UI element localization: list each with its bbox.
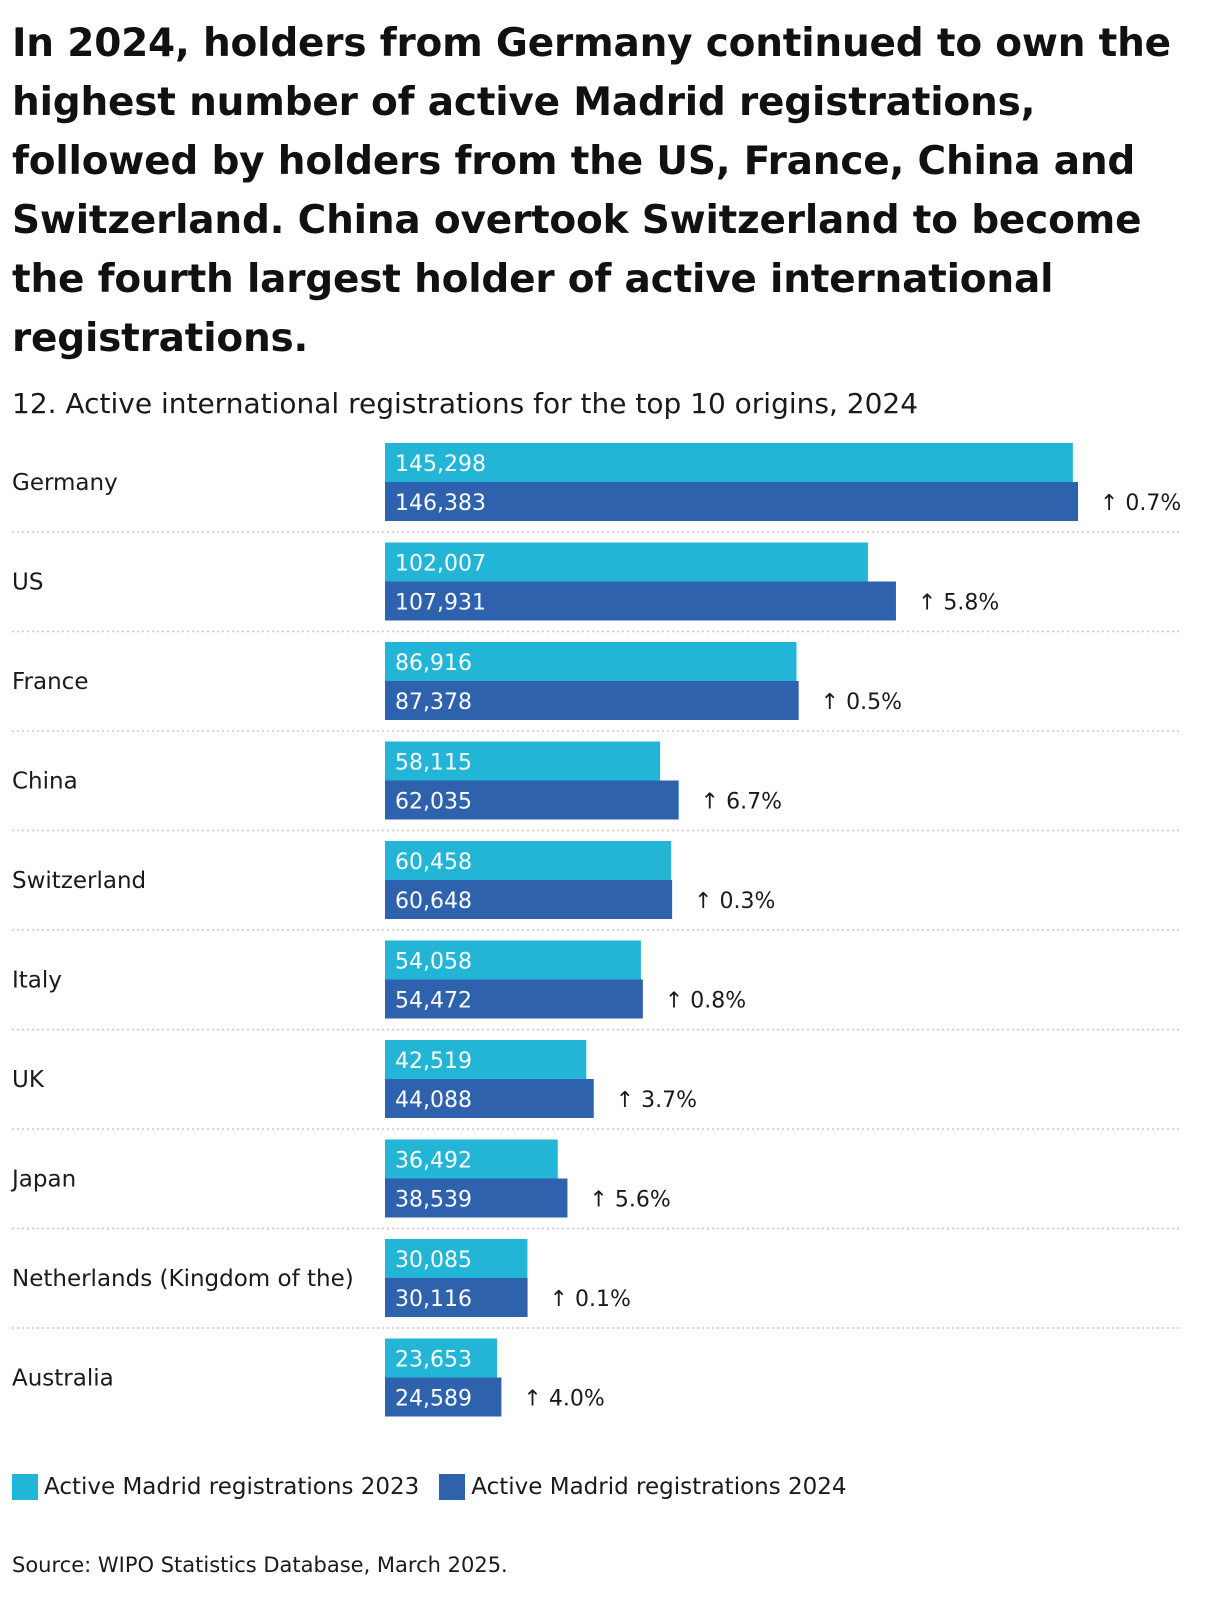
change-label-switzerland: ↑ 0.3% [694, 889, 775, 914]
bar-value-germany-2024: 146,383 [395, 491, 486, 516]
bar-japan-2023 [385, 1139, 558, 1179]
category-label-uk: UK [12, 1067, 45, 1093]
change-label-australia: ↑ 4.0% [523, 1387, 604, 1412]
bar-value-japan-2023: 36,492 [395, 1149, 472, 1174]
bar-value-us-2023: 102,007 [395, 552, 486, 577]
bar-netherlands-kingdom-of-the-2023 [385, 1239, 528, 1278]
bar-china-2024 [385, 780, 679, 820]
legend-swatch-2023 [12, 1474, 38, 1500]
bar-uk-2024 [385, 1079, 594, 1118]
bar-italy-2024 [385, 979, 643, 1019]
bar-value-australia-2023: 23,653 [395, 1348, 472, 1373]
category-label-china: China [12, 769, 78, 795]
category-label-france: France [12, 669, 88, 695]
bar-switzerland-2023 [385, 841, 672, 880]
bar-uk-2023 [385, 1040, 587, 1079]
bar-value-china-2024: 62,035 [395, 790, 472, 815]
bar-us-2023 [385, 542, 868, 582]
change-label-netherlands-kingdom-of-the: ↑ 0.1% [550, 1287, 631, 1312]
source-note: Source: WIPO Statistics Database, March … [12, 1553, 508, 1577]
legend-swatch-2024 [439, 1474, 466, 1500]
change-label-uk: ↑ 3.7% [616, 1088, 697, 1113]
bar-value-netherlands-kingdom-of-the-2024: 30,116 [395, 1287, 472, 1312]
bar-france-2023 [385, 642, 797, 681]
bar-value-japan-2024: 38,539 [395, 1188, 472, 1213]
bar-value-france-2023: 86,916 [395, 651, 472, 676]
category-label-netherlands-kingdom-of-the: Netherlands (Kingdom of the) [12, 1266, 354, 1292]
bar-value-italy-2024: 54,472 [395, 989, 472, 1014]
bar-chart: Germany 145,298 146,383 ↑ 0.7% US 102,007 107,… [10, 443, 1181, 1417]
bar-switzerland-2024 [385, 880, 673, 919]
change-label-china: ↑ 6.7% [701, 790, 782, 815]
change-label-france: ↑ 0.5% [821, 690, 902, 715]
category-label-us: US [12, 570, 43, 596]
category-label-italy: Italy [12, 968, 62, 994]
bar-value-us-2024: 107,931 [395, 591, 486, 616]
category-label-switzerland: Switzerland [12, 868, 146, 894]
bar-value-italy-2023: 54,058 [395, 950, 472, 975]
bar-australia-2024 [385, 1377, 502, 1417]
category-label-germany: Germany [12, 470, 118, 496]
legend-label-2023: Active Madrid registrations 2023 [44, 1474, 420, 1500]
change-label-germany: ↑ 0.7% [1100, 491, 1181, 516]
bar-value-uk-2024: 44,088 [395, 1088, 472, 1113]
bar-value-china-2023: 58,115 [395, 751, 472, 776]
legend-label-2024: Active Madrid registrations 2024 [471, 1474, 847, 1500]
change-label-italy: ↑ 0.8% [665, 989, 746, 1014]
bar-china-2023 [385, 741, 661, 781]
bar-value-germany-2023: 145,298 [395, 452, 486, 477]
headline: In 2024, holders from Germany continued … [12, 21, 1171, 361]
bar-netherlands-kingdom-of-the-2024 [385, 1278, 528, 1317]
bar-france-2024 [385, 681, 799, 720]
bar-germany-2023 [385, 443, 1073, 482]
bar-us-2024 [385, 581, 896, 621]
bar-australia-2023 [385, 1338, 497, 1378]
chart-title: 12. Active international registrations f… [12, 387, 919, 420]
change-label-us: ↑ 5.8% [918, 591, 999, 616]
bar-germany-2024 [385, 482, 1078, 521]
bar-value-uk-2023: 42,519 [395, 1049, 472, 1074]
bar-italy-2023 [385, 940, 641, 980]
bar-value-france-2024: 87,378 [395, 690, 472, 715]
change-label-japan: ↑ 5.6% [589, 1188, 670, 1213]
category-label-japan: Japan [10, 1167, 76, 1193]
legend: Active Madrid registrations 2023 Active … [12, 1474, 867, 1500]
bar-value-netherlands-kingdom-of-the-2023: 30,085 [395, 1248, 472, 1273]
bar-japan-2024 [385, 1178, 568, 1218]
category-label-australia: Australia [12, 1366, 114, 1392]
legend-item-2024: Active Madrid registrations 2024 [439, 1474, 847, 1500]
bar-value-switzerland-2023: 60,458 [395, 850, 472, 875]
bar-value-switzerland-2024: 60,648 [395, 889, 472, 914]
legend-item-2023: Active Madrid registrations 2023 [12, 1474, 419, 1500]
bar-value-australia-2024: 24,589 [395, 1387, 472, 1412]
